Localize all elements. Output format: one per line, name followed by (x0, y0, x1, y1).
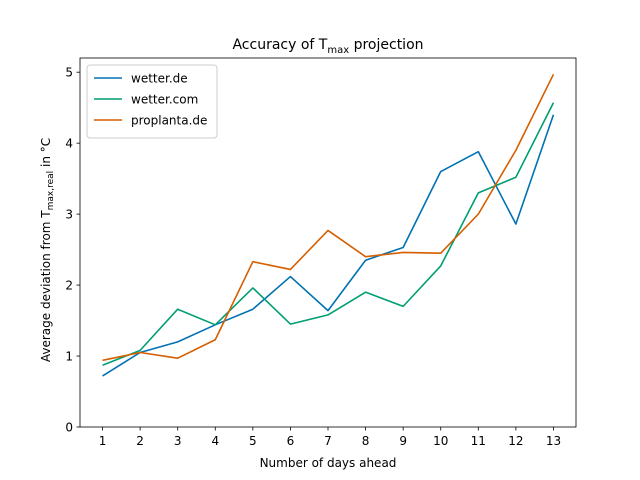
x-tick-label: 7 (324, 434, 332, 448)
y-tick-label: 5 (65, 66, 73, 80)
legend-label-0: wetter.de (131, 72, 188, 86)
y-axis-ticks: 0 1 2 3 4 5 (65, 66, 80, 435)
legend: wetter.de wetter.com proplanta.de (86, 64, 218, 139)
y-tick-label: 0 (65, 421, 73, 435)
x-tick-label: 12 (508, 434, 523, 448)
series-line-0 (102, 114, 555, 377)
chart-title: Accuracy of Tmax projection (232, 37, 423, 56)
x-tick-label: 13 (546, 434, 561, 448)
legend-label-2: proplanta.de (131, 114, 207, 128)
x-tick-label: 3 (174, 434, 182, 448)
y-axis-label: Average deviation from Tmax,real in °C (39, 138, 56, 362)
y-tick-label: 2 (65, 279, 73, 293)
x-tick-label: 4 (211, 434, 219, 448)
y-axis-label-subscript: max,real (46, 171, 56, 211)
x-axis-ticks: 1 2 3 4 5 6 7 8 9 10 11 12 13 (99, 427, 561, 448)
series-line-2 (102, 73, 555, 362)
x-tick-label: 5 (249, 434, 257, 448)
chart-title-subscript: max (327, 45, 349, 56)
y-tick-label: 3 (65, 208, 73, 222)
x-tick-label: 1 (99, 434, 107, 448)
x-tick-label: 11 (471, 434, 486, 448)
x-tick-label: 10 (433, 434, 448, 448)
x-tick-label: 8 (362, 434, 370, 448)
series-line-1 (102, 102, 555, 367)
x-tick-label: 2 (136, 434, 144, 448)
y-tick-label: 1 (65, 350, 73, 364)
x-tick-label: 9 (399, 434, 407, 448)
y-tick-label: 4 (65, 137, 73, 151)
series-lines (102, 73, 555, 377)
x-tick-label: 6 (287, 434, 295, 448)
legend-label-1: wetter.com (131, 93, 198, 107)
x-axis-label: Number of days ahead (260, 456, 397, 470)
